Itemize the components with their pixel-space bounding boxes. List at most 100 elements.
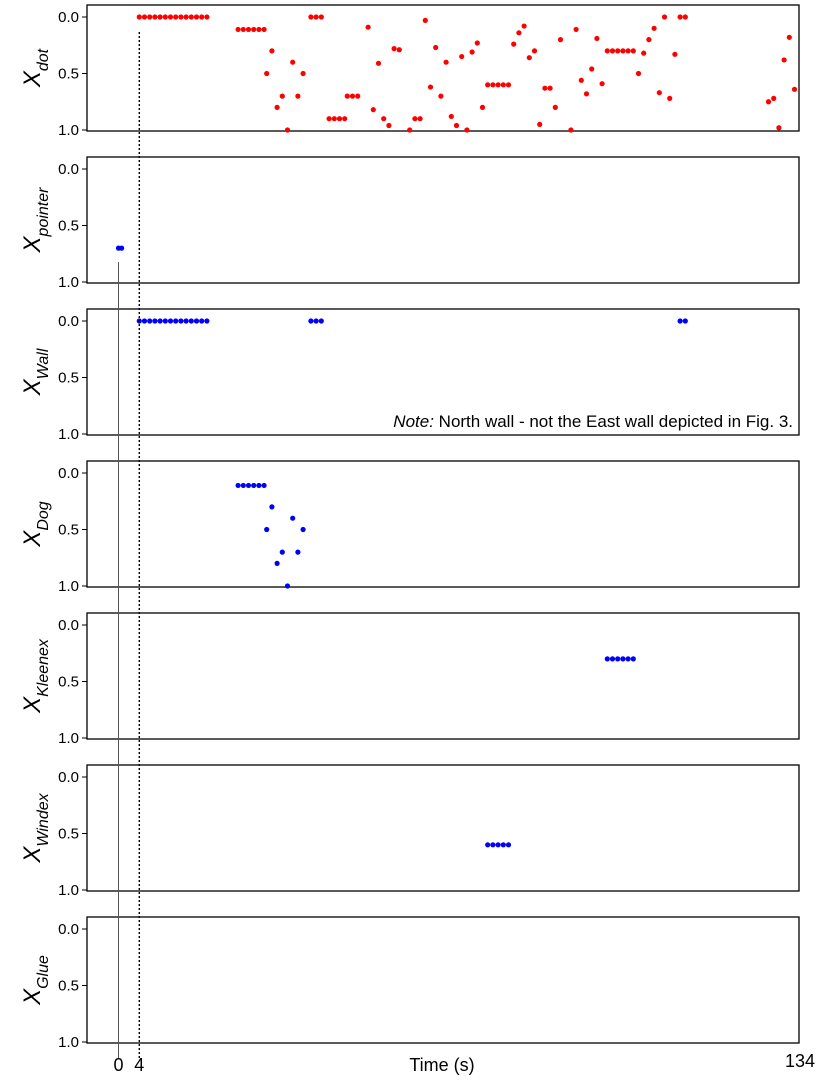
data-point bbox=[552, 104, 558, 110]
data-point bbox=[490, 82, 496, 88]
data-point bbox=[318, 14, 324, 20]
data-point bbox=[583, 91, 590, 97]
data-point bbox=[355, 93, 361, 99]
data-point bbox=[542, 85, 548, 91]
data-point bbox=[573, 26, 579, 33]
data-point bbox=[375, 60, 382, 66]
data-point bbox=[412, 116, 418, 122]
y-axis-label: Xdot bbox=[19, 48, 52, 88]
data-point bbox=[261, 26, 267, 33]
data-point bbox=[625, 656, 631, 662]
y-label-subscript: pointer bbox=[35, 187, 52, 238]
y-tick-label: 1.0 bbox=[58, 426, 79, 443]
data-point bbox=[490, 842, 496, 848]
data-point bbox=[365, 24, 371, 30]
data-point bbox=[500, 82, 506, 88]
data-point bbox=[474, 40, 480, 46]
y-axis-label: XDog bbox=[19, 501, 52, 547]
data-point bbox=[313, 14, 319, 20]
data-point bbox=[630, 48, 636, 54]
data-point bbox=[342, 116, 348, 122]
data-point bbox=[568, 127, 574, 133]
data-point bbox=[505, 82, 512, 88]
data-point bbox=[505, 842, 512, 848]
data-point bbox=[443, 59, 449, 65]
data-point bbox=[682, 318, 688, 324]
y-axis-label: XWall bbox=[19, 348, 52, 396]
y-tick-label: 0.5 bbox=[58, 66, 79, 83]
plot-frame bbox=[86, 156, 800, 284]
data-point bbox=[448, 113, 454, 120]
data-point bbox=[417, 116, 423, 122]
data-point bbox=[625, 48, 631, 54]
data-point bbox=[615, 656, 621, 662]
data-point bbox=[147, 318, 153, 324]
plot-frame bbox=[86, 764, 800, 892]
data-point bbox=[781, 57, 787, 63]
panel-wall: 0.0 0.5 1.0 XWall bbox=[19, 308, 800, 443]
data-point bbox=[682, 14, 688, 20]
x-tick-label-4: 4 bbox=[134, 1055, 144, 1075]
data-point bbox=[245, 482, 252, 489]
data-point bbox=[141, 318, 148, 324]
y-tick-label: 0.0 bbox=[58, 617, 79, 634]
data-point bbox=[157, 14, 163, 20]
y-label-main: X bbox=[19, 70, 46, 88]
data-point bbox=[173, 14, 179, 20]
data-point bbox=[771, 95, 777, 101]
data-point bbox=[459, 53, 465, 60]
data-point bbox=[656, 90, 662, 96]
y-tick-label: 1.0 bbox=[58, 1034, 79, 1051]
data-point bbox=[336, 116, 343, 122]
y-tick-label: 0.0 bbox=[58, 161, 79, 178]
data-point bbox=[495, 82, 501, 88]
y-tick-label: 0.5 bbox=[58, 826, 79, 843]
data-point bbox=[300, 526, 306, 533]
plot-frame bbox=[86, 460, 800, 588]
data-point bbox=[349, 93, 356, 99]
data-point bbox=[157, 318, 163, 324]
data-point bbox=[204, 318, 210, 324]
data-point bbox=[269, 504, 275, 510]
y-label-main: X bbox=[19, 846, 46, 864]
data-point bbox=[183, 14, 189, 20]
panel-dot: 0.0 0.5 1.0 Xdot bbox=[19, 4, 800, 139]
y-label-subscript: Dog bbox=[35, 501, 52, 530]
data-point bbox=[604, 656, 610, 662]
y-label-subscript: Kleenex bbox=[35, 638, 52, 697]
data-point bbox=[485, 82, 491, 88]
y-label-main: X bbox=[19, 988, 46, 1006]
data-point bbox=[786, 34, 792, 40]
data-point bbox=[589, 66, 595, 72]
y-tick-label: 0.0 bbox=[58, 465, 79, 482]
data-point bbox=[295, 93, 301, 99]
data-point bbox=[256, 482, 262, 489]
data-point bbox=[485, 842, 491, 848]
data-point bbox=[141, 14, 148, 20]
y-tick-label: 1.0 bbox=[58, 578, 79, 595]
data-point bbox=[274, 104, 280, 110]
y-tick-label: 1.0 bbox=[58, 882, 79, 899]
data-point bbox=[251, 26, 257, 33]
data-point bbox=[521, 23, 527, 29]
data-point bbox=[433, 44, 439, 51]
data-point bbox=[651, 25, 657, 31]
data-point bbox=[427, 84, 434, 90]
data-point bbox=[386, 122, 392, 129]
data-point bbox=[264, 526, 270, 533]
panel-windex: 0.0 0.5 1.0 XWindex bbox=[19, 764, 800, 899]
data-point bbox=[295, 549, 301, 555]
data-point bbox=[162, 318, 168, 324]
data-point bbox=[279, 549, 285, 555]
data-point bbox=[188, 14, 194, 20]
y-tick-label: 0.0 bbox=[58, 769, 79, 786]
data-point bbox=[251, 482, 257, 489]
data-point bbox=[630, 656, 636, 662]
data-point bbox=[667, 95, 673, 101]
data-point bbox=[344, 93, 350, 99]
data-point bbox=[235, 26, 241, 33]
data-point bbox=[193, 318, 200, 324]
data-point bbox=[119, 245, 125, 251]
data-point bbox=[290, 59, 296, 65]
